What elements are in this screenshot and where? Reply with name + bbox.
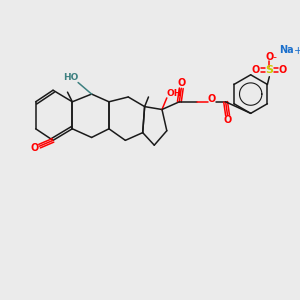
Text: O: O	[265, 52, 273, 62]
Text: Na: Na	[279, 45, 294, 55]
Text: O: O	[177, 79, 185, 88]
Text: O: O	[279, 65, 287, 75]
Text: OH: OH	[167, 88, 182, 98]
Text: O: O	[208, 94, 216, 104]
Text: O: O	[252, 65, 260, 75]
Text: O: O	[224, 115, 232, 125]
Text: -: -	[272, 52, 276, 62]
Text: +: +	[294, 46, 300, 56]
Text: S: S	[265, 65, 273, 75]
Text: HO: HO	[63, 73, 78, 82]
Text: O: O	[31, 143, 39, 153]
